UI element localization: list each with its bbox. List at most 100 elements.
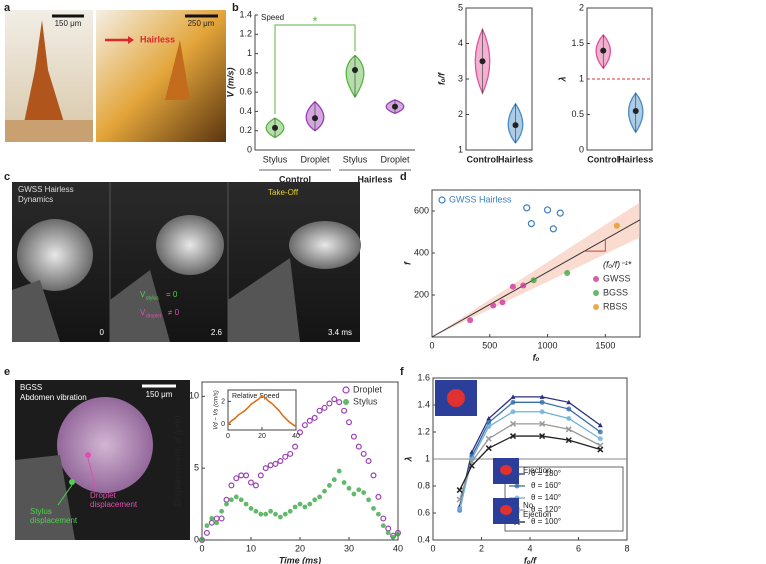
chart-title: Speed (261, 13, 284, 22)
y-tick-label: 1 (579, 73, 584, 83)
x-tick-label: Hairless (618, 154, 653, 164)
y-tick-label: 2 (458, 109, 463, 119)
y-tick-label: 1 (247, 48, 252, 58)
median (512, 122, 519, 129)
legend-label: Droplet (353, 384, 383, 394)
marker (238, 472, 245, 479)
marker (331, 477, 337, 483)
marker (597, 446, 604, 453)
time-label: 0 (100, 328, 105, 337)
marker (243, 501, 249, 507)
y-tick-label: 1.2 (239, 29, 252, 39)
y-axis-label: fₒ/f (436, 72, 446, 85)
x-axis-label: fₒ (533, 352, 540, 362)
photo-label: ≠ 0 (168, 308, 180, 317)
marker (306, 417, 313, 424)
marker (267, 462, 274, 469)
marker (370, 472, 377, 479)
y-tick-label: 0.6 (239, 87, 252, 97)
y-tick-label: 2 (221, 398, 225, 405)
y-tick-label: 0.4 (239, 106, 252, 116)
y-tick-label: 0 (194, 534, 199, 544)
marker (233, 475, 240, 482)
series-line (227, 394, 297, 428)
marker (509, 283, 516, 290)
legend-label: θ = 100° (531, 517, 561, 526)
marker (371, 506, 376, 511)
marker (252, 482, 259, 489)
significance-label: * (312, 13, 317, 28)
photo-label: V (140, 308, 146, 317)
marker (490, 302, 497, 309)
chart-title: Relative Speed (232, 393, 280, 400)
x-tick-label: Control (587, 154, 619, 164)
significance-bracket (274, 24, 356, 115)
marker (385, 530, 391, 536)
x-tick-label: 2 (479, 543, 484, 553)
marker (485, 445, 492, 452)
y-tick-label: 0.8 (417, 480, 430, 490)
marker (223, 496, 230, 503)
marker (346, 485, 352, 491)
y-tick-label: 0 (221, 421, 225, 428)
marker (307, 501, 313, 507)
median (272, 124, 278, 131)
marker (361, 490, 367, 495)
photo-label: stylus (146, 295, 159, 301)
x-tick-label: 8 (624, 543, 629, 553)
legend-label: BGSS (603, 287, 628, 297)
y-tick-label: 1 (425, 453, 430, 463)
inset-icon (447, 389, 465, 407)
x-axis-label: fₒ/f (524, 555, 537, 564)
photo-label: displacement (90, 500, 138, 509)
marker (520, 282, 527, 289)
marker (549, 225, 557, 233)
x-tick-label: 6 (576, 543, 581, 553)
marker (380, 515, 387, 522)
marker (527, 220, 535, 228)
legend-label: θ = 160° (531, 481, 561, 490)
x-tick-label: 40 (292, 433, 300, 440)
x-tick-label: 10 (246, 543, 256, 553)
y-tick-label: 1 (458, 144, 463, 154)
scale-label: 150 μm (55, 19, 82, 28)
panel-label: b (232, 2, 239, 14)
marker (539, 399, 545, 405)
marker (343, 399, 349, 405)
marker (322, 488, 327, 494)
marker (523, 204, 531, 212)
marker (203, 529, 210, 536)
photo-label: Droplet (90, 491, 117, 500)
median (479, 58, 486, 65)
marker (499, 299, 506, 306)
marker (510, 399, 516, 405)
marker (336, 468, 342, 474)
marker (486, 424, 492, 430)
marker (204, 523, 210, 529)
marker (539, 420, 546, 427)
marker (229, 497, 234, 503)
photo-label: = 0 (166, 290, 178, 299)
photo-label: Abdomen vibration (20, 393, 87, 402)
y-axis-label: Displacement, d (μm) (172, 416, 182, 507)
y-tick-label: 0.4 (417, 534, 430, 544)
marker (248, 506, 254, 511)
marker (243, 472, 250, 479)
marker (287, 450, 294, 457)
marker (268, 508, 273, 514)
time-label: 2.6 (211, 328, 223, 337)
median (632, 107, 639, 114)
x-tick-label: 0 (429, 340, 434, 350)
series-line (459, 396, 601, 507)
marker (564, 269, 571, 276)
x-tick-label: 1000 (538, 340, 558, 350)
marker (321, 404, 328, 411)
marker (282, 453, 289, 460)
marker (597, 429, 603, 435)
marker (356, 487, 362, 493)
marker (613, 222, 620, 229)
y-tick-label: 1.2 (417, 426, 430, 436)
marker (385, 525, 392, 532)
legend-label: GWSS (603, 273, 631, 283)
